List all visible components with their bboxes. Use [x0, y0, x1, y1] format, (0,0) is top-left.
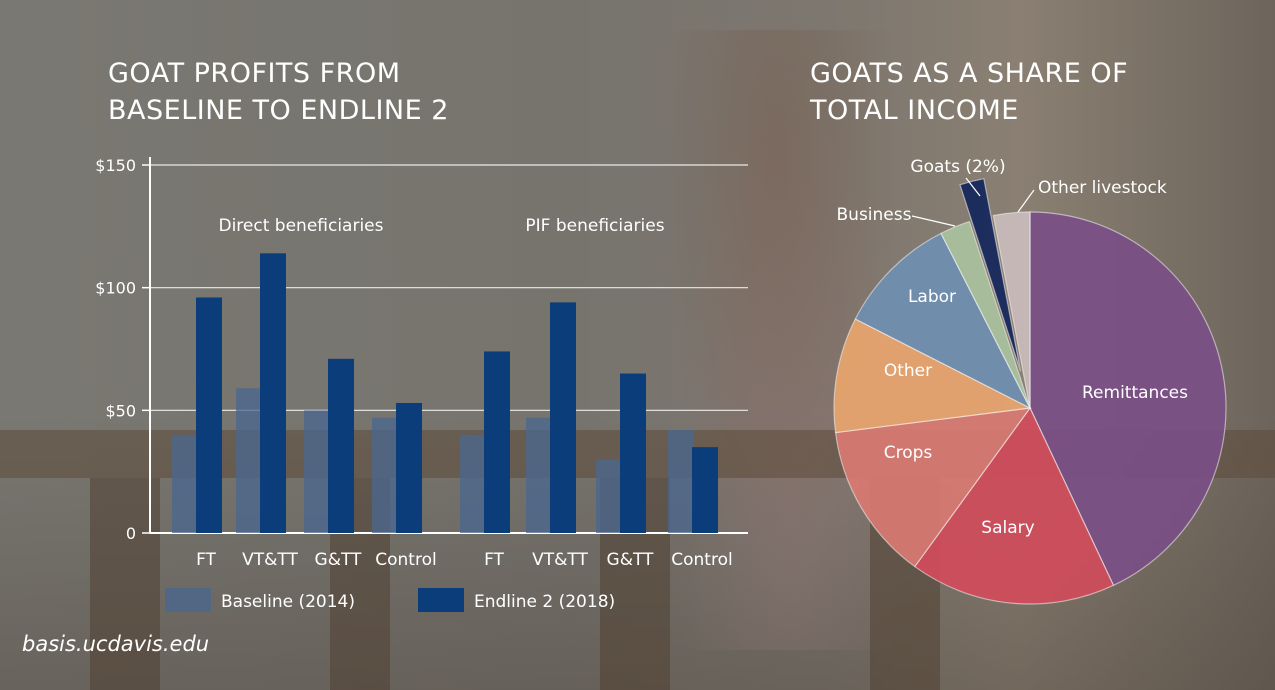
left-title-line-1: GOAT PROFITS FROM: [108, 58, 401, 89]
bar-baseline: [668, 429, 694, 533]
left-chart-title: GOAT PROFITS FROM BASELINE TO ENDLINE 2: [108, 55, 628, 129]
pie-slice: [854, 232, 1032, 410]
pie-label: Labor: [908, 287, 956, 307]
y-tick-label: 0: [126, 524, 136, 543]
pie-label: Crops: [884, 443, 933, 463]
site-url: basis.ucdavis.edu: [22, 632, 210, 656]
y-tick-label: $100: [95, 279, 136, 298]
bar-baseline: [460, 434, 486, 533]
bar-endline: [196, 297, 222, 533]
group-label-pif: PIF beneficiaries: [525, 216, 664, 236]
legend-label: Baseline (2014): [221, 592, 355, 612]
x-tick-label: FT: [196, 550, 216, 570]
pie-slice: [913, 406, 1115, 605]
y-tick-label: $150: [95, 156, 136, 175]
x-tick-label: VT&TT: [532, 550, 588, 570]
x-tick-label: FT: [484, 550, 504, 570]
bar-baseline: [304, 410, 330, 533]
pie-slice: [833, 318, 1033, 434]
bar-endline: [328, 358, 354, 533]
pie-slice: [992, 211, 1031, 409]
legend-label: Endline 2 (2018): [474, 592, 615, 612]
pie-slice: [1029, 211, 1227, 587]
pie-slice: [940, 220, 1031, 409]
bar-endline: [550, 302, 576, 533]
x-tick-label: Control: [671, 550, 732, 570]
pie-slice: [834, 407, 1032, 568]
group-label-direct: Direct beneficiaries: [218, 216, 383, 236]
legend-swatch: [418, 588, 464, 612]
leader-line-goats: [965, 177, 981, 197]
bar-endline: [396, 402, 422, 533]
legend-swatch: [165, 588, 211, 612]
bar-baseline: [236, 388, 262, 533]
y-tick-label: $50: [105, 401, 136, 420]
right-title-line-2: TOTAL INCOME: [810, 95, 1019, 126]
leader-line-other-livestock: [1017, 189, 1035, 213]
pie-label: Remittances: [1082, 383, 1188, 403]
pie-label: Other: [884, 361, 932, 381]
pie-label: Salary: [981, 518, 1034, 538]
bar-baseline: [372, 417, 398, 533]
background-railing-post-1: [90, 478, 160, 690]
pie-label: Business: [837, 205, 912, 225]
left-title-line-2: BASELINE TO ENDLINE 2: [108, 95, 449, 126]
bar-baseline: [596, 459, 622, 533]
x-tick-label: G&TT: [315, 550, 363, 570]
pie-slice: [959, 177, 1022, 372]
x-tick-label: G&TT: [607, 550, 655, 570]
pie-label: Other livestock: [1038, 178, 1167, 198]
bar-baseline: [526, 417, 552, 533]
bar-endline: [620, 373, 646, 533]
pie-label: Goats (2%): [910, 157, 1005, 177]
leader-line-business: [911, 215, 956, 227]
bar-baseline: [172, 434, 198, 533]
x-tick-label: VT&TT: [242, 550, 298, 570]
bar-endline: [260, 253, 286, 533]
x-tick-label: Control: [375, 550, 436, 570]
bar-endline: [484, 351, 510, 533]
right-title-line-1: GOATS AS A SHARE OF: [810, 58, 1129, 89]
right-chart-title: GOATS AS A SHARE OF TOTAL INCOME: [810, 55, 1250, 129]
bar-endline: [692, 447, 718, 533]
